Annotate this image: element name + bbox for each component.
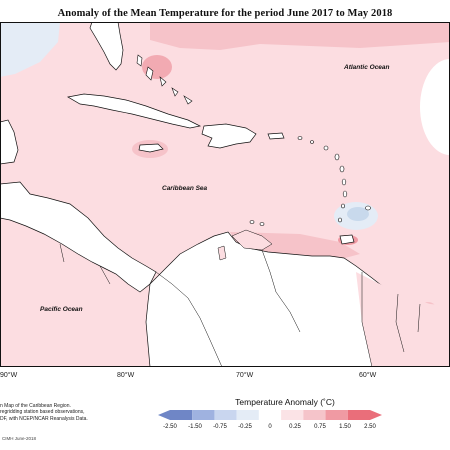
legend-tick-label: 1.50 [339, 424, 351, 430]
credit-text: CIMH June-2018 [2, 436, 37, 441]
legend-swatch [303, 410, 326, 420]
legend-tick-label: -0.75 [213, 424, 227, 430]
legend-swatch [214, 410, 237, 420]
anomaly-land-guianas [356, 272, 450, 367]
legend-swatch [258, 410, 282, 420]
lon-label-90w: 90°W [0, 372, 18, 379]
jamaica-land [138, 143, 164, 153]
florida-land [89, 22, 124, 71]
label-pacific-ocean: Pacific Ocean [40, 306, 83, 313]
lon-label-60w: 60°W [359, 372, 377, 379]
legend-swatch [170, 410, 193, 420]
anomaly-land-venezuela-coast [231, 229, 273, 251]
cuba-land [67, 93, 202, 129]
legend-swatch [347, 410, 370, 420]
note-line: n Map of the Caribbean Region. [0, 403, 71, 409]
yucatan-land [0, 119, 19, 165]
bahamas-islands [136, 54, 193, 105]
lon-label-70w: 70°W [236, 372, 254, 379]
legend-tick-label: -1.50 [188, 424, 202, 430]
lon-label-80w: 80°W [117, 372, 135, 379]
legend-swatch [281, 410, 304, 420]
legend-swatch [192, 410, 215, 420]
lesser-antilles-islands [249, 136, 371, 226]
label-atlantic-ocean: Atlantic Ocean [344, 64, 390, 71]
legend-arrow-left [158, 410, 170, 420]
legend-swatch [236, 410, 259, 420]
legend-tick-label: 0.25 [289, 424, 301, 430]
legend-tick-label: -2.50 [163, 424, 177, 430]
legend-tick-label: 2.50 [364, 424, 376, 430]
anomaly-map [0, 22, 450, 367]
anomaly-cool-zone-gulf [0, 22, 60, 77]
legend-arrow-right [370, 410, 382, 420]
anomaly-cold-spot-barbados [347, 207, 369, 221]
note-line: regridding station based observations, [0, 409, 85, 416]
legend-swatch [325, 410, 348, 420]
note-line: DF, with NCEP/NCAR Reanalysis Data. [0, 415, 88, 422]
trinidad-land [339, 234, 355, 245]
legend-title: Temperature Anomaly (˚C) [235, 397, 335, 407]
hispaniola-land [201, 123, 257, 149]
country-borders [59, 243, 421, 367]
map-panel: Atlantic Ocean Caribbean Sea Pacific Oce… [0, 22, 450, 367]
legend-tick-label: -0.25 [238, 424, 252, 430]
central-america-land [0, 181, 157, 293]
map-notes: n Map of the Caribbean Region. regriddin… [0, 403, 120, 422]
legend-tick-label: 0.75 [314, 424, 326, 430]
legend-colorbar [158, 410, 382, 420]
legend-tick-label: 0 [268, 424, 272, 430]
label-caribbean-sea: Caribbean Sea [162, 185, 208, 192]
puerto-rico-land [267, 132, 285, 140]
map-title: Anomaly of the Mean Temperature for the … [57, 8, 393, 19]
lake-maracaibo [217, 245, 227, 261]
anomaly-warm-zone-north [150, 22, 450, 50]
anomaly-neutral-zone-atlantic [420, 59, 450, 155]
